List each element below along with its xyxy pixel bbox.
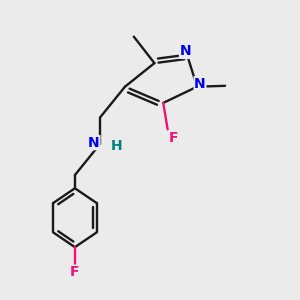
Text: F: F (169, 131, 178, 145)
Text: N: N (194, 77, 206, 91)
Text: F: F (70, 265, 80, 279)
Text: N: N (179, 44, 191, 58)
Text: N: N (88, 136, 100, 150)
Text: H: H (110, 139, 122, 153)
